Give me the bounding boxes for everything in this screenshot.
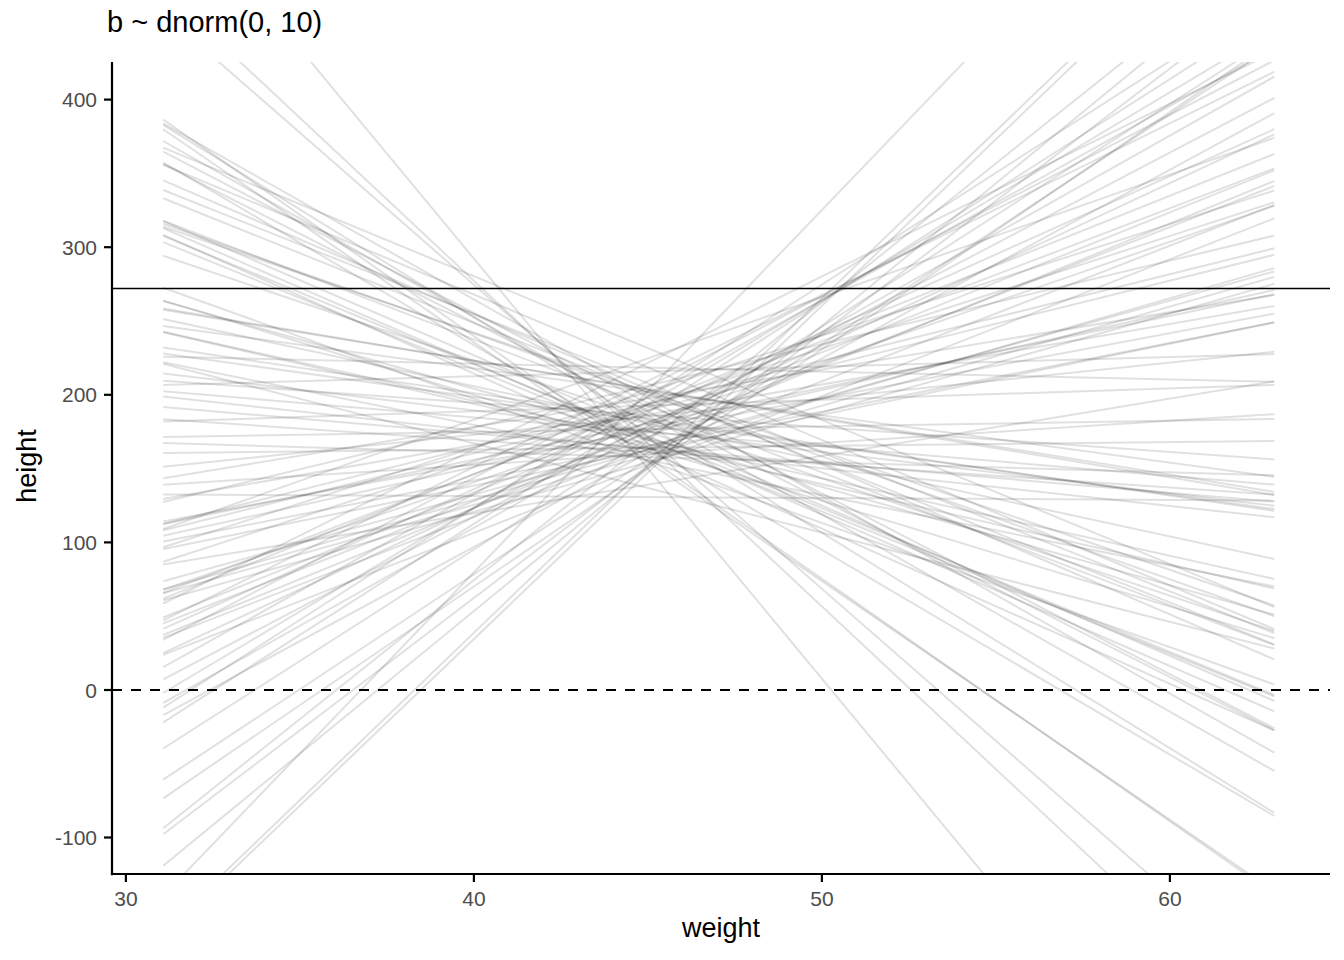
prior-line	[163, 295, 1274, 478]
y-tick-label: 300	[62, 236, 97, 259]
prior-line	[163, 364, 1274, 649]
y-axis-title: height	[12, 429, 43, 503]
x-tick-label: 60	[1158, 887, 1181, 910]
x-axis-title: weight	[682, 913, 760, 944]
prior-line	[163, 12, 1274, 722]
prior-predictive-figure: 30 40 50 60 -100 0 100 200 300 400 b ~ dnorm(0, …	[0, 0, 1344, 960]
y-tick-label: 200	[62, 383, 97, 406]
y-tick-label: -100	[55, 826, 97, 849]
plot-title: b ~ dnorm(0, 10)	[107, 6, 322, 39]
prior-line	[163, 123, 1274, 752]
x-axis-ticks: 30 40 50 60	[114, 874, 1181, 910]
plot-canvas: 30 40 50 60 -100 0 100 200 300 400	[0, 0, 1344, 960]
prior-line	[163, 98, 1274, 679]
x-tick-label: 30	[114, 887, 137, 910]
y-tick-label: 400	[62, 88, 97, 111]
y-tick-label: 100	[62, 531, 97, 554]
prior-line	[163, 30, 1274, 693]
x-tick-label: 50	[810, 887, 833, 910]
prior-line	[163, 0, 1274, 708]
prior-predictive-lines	[163, 0, 1274, 960]
x-tick-label: 40	[462, 887, 485, 910]
y-tick-label: 0	[85, 679, 97, 702]
prior-line	[163, 314, 1274, 522]
y-axis-ticks: -100 0 100 200 300 400	[55, 88, 112, 849]
prior-line	[163, 165, 1274, 629]
prior-line	[163, 309, 1274, 495]
